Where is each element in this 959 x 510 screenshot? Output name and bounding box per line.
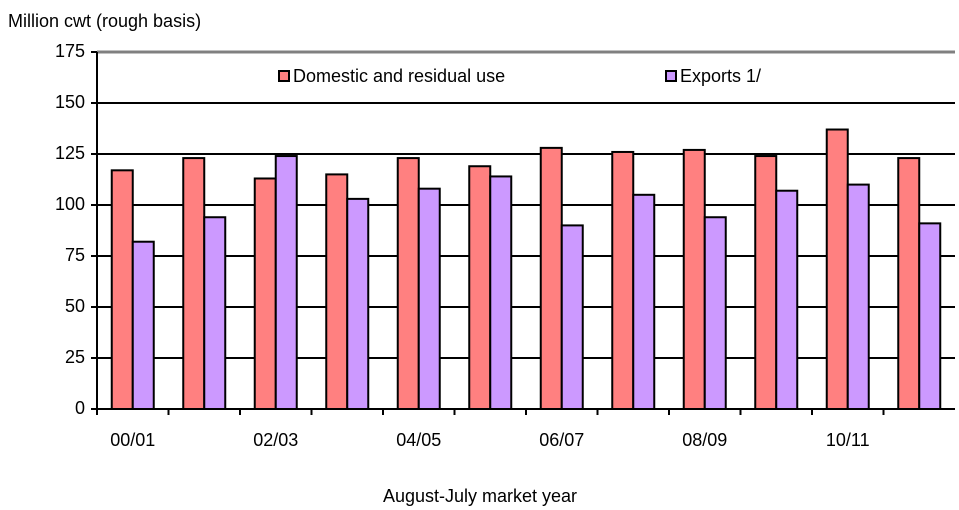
bar [325, 173, 349, 410]
bar [918, 222, 942, 410]
bar [775, 189, 799, 410]
y-tick-label: 100 [55, 194, 85, 214]
legend-label: Exports 1/ [680, 66, 761, 86]
bar [489, 175, 513, 410]
bar [253, 177, 277, 410]
x-tick-label: 04/05 [396, 430, 441, 450]
bar [703, 216, 727, 410]
y-axis-title: Million cwt (rough basis) [8, 11, 201, 31]
x-tick-label: 08/09 [682, 430, 727, 450]
bar [632, 193, 656, 410]
bar [203, 216, 227, 410]
legend-swatch [665, 70, 677, 82]
bar [274, 155, 298, 410]
bar [417, 187, 441, 410]
y-tick-label: 50 [65, 296, 85, 316]
y-tick-label: 175 [55, 41, 85, 61]
x-tick-label: 10/11 [826, 430, 870, 450]
y-tick-label: 125 [55, 143, 85, 163]
bar [825, 128, 849, 411]
bar [110, 169, 134, 410]
bar [611, 150, 635, 411]
bar [131, 240, 155, 410]
bar [182, 157, 206, 410]
x-tick-label: 06/07 [539, 430, 584, 450]
x-tick-label: 00/01 [110, 430, 155, 450]
x-tick-label: 02/03 [253, 430, 298, 450]
legend-label: Domestic and residual use [293, 66, 505, 86]
y-tick-label: 150 [55, 92, 85, 112]
bar [682, 148, 706, 410]
y-tick-label: 75 [65, 245, 85, 265]
bar [539, 146, 563, 410]
bar [560, 224, 584, 410]
y-tick-label: 0 [75, 398, 85, 418]
bar [897, 157, 921, 410]
bar [346, 197, 370, 410]
y-tick-label: 25 [65, 347, 85, 367]
legend-swatch [278, 70, 290, 82]
bar [846, 183, 870, 410]
bar [396, 157, 420, 410]
x-axis-title: August-July market year [383, 486, 577, 506]
bar [754, 155, 778, 410]
bar [468, 165, 492, 410]
